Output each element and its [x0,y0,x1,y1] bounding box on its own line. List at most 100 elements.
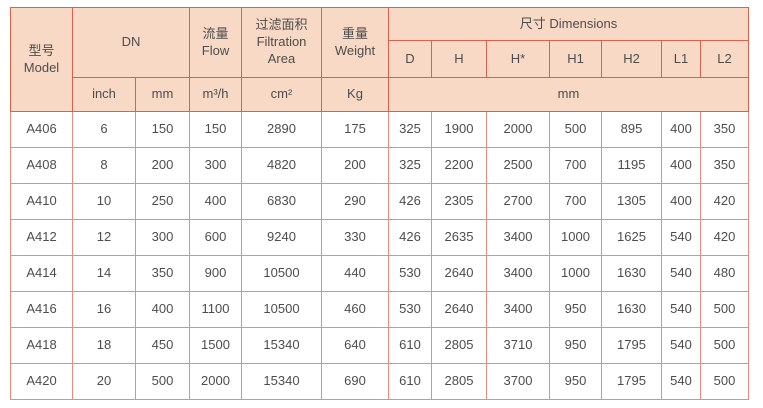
value-cell: 6 [72,111,136,148]
value-cell: 1900 [431,111,487,148]
value-cell: 150 [189,111,242,148]
value-cell: 14 [72,255,136,292]
table-row: A412 12 300 600 9240 330 426 2635 3400 1000 1625 54… [10,219,749,256]
value-cell: 10 [72,183,136,220]
table-row: A408 8 200 300 4820 200 325 2200 2500 700 1195 400 3… [10,147,749,184]
spec-table-body: A406 6 150 150 2890 175 325 1900 2000 500 895 400 35… [10,111,749,400]
value-cell: 10500 [241,255,322,292]
value-cell: 2000 [189,363,242,400]
header-row-units: inch mm m³/h cm² Kg mm [11,77,749,112]
value-cell: 950 [549,291,602,328]
table-row: A414 14 350 900 10500 440 530 2640 3400 1000 1630 5… [10,255,749,292]
value-cell: 530 [388,291,432,328]
value-cell: 290 [321,183,389,220]
value-cell: 420 [700,219,749,256]
value-cell: 2635 [431,219,487,256]
model-cell: A408 [10,147,73,184]
header-dimensions: 尺寸 Dimensions [388,7,749,41]
value-cell: 700 [549,183,602,220]
header-dim-d: D [388,40,432,78]
unit-mm: mm [135,77,190,112]
model-cell: A414 [10,255,73,292]
value-cell: 2640 [431,291,487,328]
unit-dimensions-mm: mm [388,77,749,112]
value-cell: 3710 [486,327,550,364]
value-cell: 1795 [601,327,662,364]
value-cell: 12 [72,219,136,256]
header-row-top: 型号 Model DN 流量 Flow 过滤面积 Filtration Area… [10,7,749,112]
value-cell: 420 [700,183,749,220]
value-cell: 1630 [601,291,662,328]
header-weight: 重量 Weight [321,7,389,78]
header-flow: 流量 Flow [189,7,242,78]
model-cell: A418 [10,327,73,364]
value-cell: 500 [700,327,749,364]
value-cell: 1500 [189,327,242,364]
value-cell: 8 [72,147,136,184]
value-cell: 540 [661,363,701,400]
value-cell: 1195 [601,147,662,184]
value-cell: 600 [189,219,242,256]
value-cell: 200 [135,147,190,184]
value-cell: 2500 [486,147,550,184]
value-cell: 700 [549,147,602,184]
value-cell: 500 [549,111,602,148]
unit-area: cm² [241,77,322,112]
value-cell: 3400 [486,291,550,328]
value-cell: 2640 [431,255,487,292]
value-cell: 500 [135,363,190,400]
value-cell: 540 [661,219,701,256]
header-dim-h1: H1 [549,40,602,78]
value-cell: 2805 [431,363,487,400]
spec-table-header: 型号 Model DN 流量 Flow 过滤面积 Filtration Area… [10,7,749,112]
value-cell: 1000 [549,219,602,256]
value-cell: 2200 [431,147,487,184]
value-cell: 200 [321,147,389,184]
value-cell: 15340 [241,363,322,400]
header-dim-l1: L1 [661,40,701,78]
value-cell: 690 [321,363,389,400]
spec-table: 型号 Model DN 流量 Flow 过滤面积 Filtration Area… [10,7,749,400]
value-cell: 1630 [601,255,662,292]
value-cell: 426 [388,183,432,220]
value-cell: 895 [601,111,662,148]
value-cell: 300 [135,219,190,256]
value-cell: 2890 [241,111,322,148]
value-cell: 15340 [241,327,322,364]
value-cell: 2700 [486,183,550,220]
model-cell: A410 [10,183,73,220]
value-cell: 400 [661,111,701,148]
value-cell: 1795 [601,363,662,400]
header-dim-h: H [431,40,487,78]
header-row-dimension-cols: D H H* H1 H2 L1 L2 [11,40,749,78]
value-cell: 530 [388,255,432,292]
value-cell: 350 [700,111,749,148]
header-dim-hstar: H* [486,40,550,78]
value-cell: 2305 [431,183,487,220]
value-cell: 175 [321,111,389,148]
value-cell: 330 [321,219,389,256]
value-cell: 10500 [241,291,322,328]
value-cell: 300 [189,147,242,184]
table-row: A416 16 400 1100 10500 460 530 2640 3400 950 1630 5… [10,291,749,328]
header-dim-l2: L2 [700,40,749,78]
value-cell: 6830 [241,183,322,220]
table-row: A420 20 500 2000 15340 690 610 2805 3700 950 1795 5… [10,363,749,400]
value-cell: 2000 [486,111,550,148]
unit-flow: m³/h [189,77,242,112]
value-cell: 500 [700,291,749,328]
unit-weight: Kg [321,77,389,112]
model-cell: A412 [10,219,73,256]
value-cell: 2805 [431,327,487,364]
table-row: A410 10 250 400 6830 290 426 2305 2700 700 1305 400… [10,183,749,220]
value-cell: 950 [549,327,602,364]
value-cell: 440 [321,255,389,292]
value-cell: 150 [135,111,190,148]
value-cell: 4820 [241,147,322,184]
header-dn: DN [72,7,190,78]
value-cell: 325 [388,147,432,184]
value-cell: 950 [549,363,602,400]
value-cell: 3700 [486,363,550,400]
value-cell: 400 [661,183,701,220]
value-cell: 250 [135,183,190,220]
